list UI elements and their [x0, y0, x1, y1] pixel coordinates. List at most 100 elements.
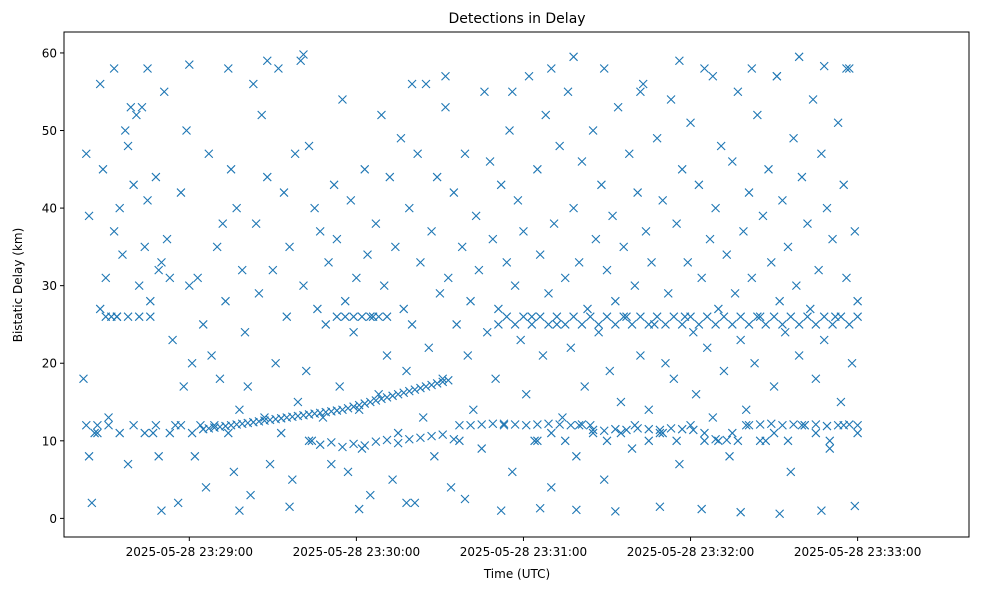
data-point	[686, 118, 695, 128]
data-point	[599, 475, 609, 484]
data-point	[84, 211, 94, 221]
data-point	[811, 420, 821, 429]
data-point	[697, 504, 707, 514]
data-point	[93, 428, 102, 438]
data-point	[98, 164, 108, 174]
data-point	[455, 436, 464, 446]
data-point	[505, 126, 514, 135]
data-point	[154, 265, 164, 275]
y-tick-label: 30	[42, 279, 57, 293]
data-point	[496, 180, 506, 190]
data-point	[313, 304, 322, 314]
data-point	[385, 172, 395, 182]
data-point	[805, 304, 815, 314]
data-point	[808, 95, 818, 104]
data-point	[365, 490, 375, 500]
data-point	[519, 226, 528, 236]
data-point	[190, 451, 200, 461]
data-point	[168, 335, 177, 345]
data-point	[686, 312, 695, 322]
data-point	[457, 242, 467, 252]
data-point	[510, 420, 520, 429]
data-point	[349, 312, 358, 322]
data-point	[672, 219, 682, 228]
data-point	[343, 467, 353, 477]
data-point	[154, 451, 164, 461]
data-point	[535, 503, 545, 513]
data-point	[780, 327, 790, 337]
data-points	[79, 50, 863, 519]
data-point	[655, 425, 665, 435]
data-point	[775, 509, 785, 519]
data-point	[285, 242, 294, 252]
data-point	[257, 110, 267, 120]
data-point	[672, 436, 682, 446]
data-point	[644, 424, 654, 434]
data-point	[713, 436, 723, 446]
data-point	[510, 320, 520, 329]
data-point	[173, 498, 183, 508]
y-axis-label: Bistatic Delay (km)	[11, 228, 25, 343]
data-point	[636, 87, 645, 97]
data-point	[778, 320, 787, 329]
data-point	[468, 405, 478, 415]
data-point	[702, 312, 712, 322]
data-point	[677, 164, 687, 174]
data-point	[388, 391, 397, 401]
data-point	[338, 442, 347, 452]
data-point	[803, 312, 812, 322]
data-point	[711, 320, 720, 329]
data-point	[577, 157, 587, 166]
data-point	[811, 320, 821, 329]
data-point	[338, 405, 347, 415]
data-point	[683, 258, 693, 267]
data-point	[235, 506, 244, 516]
data-point	[619, 242, 629, 252]
data-point	[354, 504, 364, 514]
data-point	[474, 265, 484, 275]
data-point	[747, 64, 757, 73]
data-point	[627, 320, 637, 329]
y-tick-label: 0	[49, 512, 57, 526]
data-point	[79, 374, 88, 384]
data-point	[488, 234, 498, 244]
data-point	[571, 505, 581, 515]
plot-area	[63, 31, 970, 538]
data-point	[519, 312, 528, 322]
data-point	[382, 351, 392, 360]
data-point	[669, 374, 679, 384]
data-point	[485, 157, 495, 166]
data-point	[594, 320, 604, 329]
data-point	[360, 164, 370, 174]
data-point	[527, 320, 537, 329]
data-point	[404, 203, 414, 213]
data-point	[204, 149, 214, 159]
data-point	[817, 149, 826, 159]
data-point	[393, 389, 403, 399]
data-point	[833, 118, 843, 128]
data-point	[616, 428, 626, 438]
data-point	[666, 95, 676, 104]
data-point	[847, 358, 857, 368]
data-point	[828, 320, 837, 329]
data-point	[833, 420, 843, 430]
data-point	[346, 195, 356, 205]
data-point	[393, 438, 403, 448]
data-point	[700, 64, 709, 73]
data-point	[597, 180, 606, 190]
data-point	[332, 312, 342, 322]
data-point	[240, 327, 250, 337]
data-point	[544, 320, 553, 329]
data-point	[207, 351, 216, 360]
data-point	[711, 434, 720, 444]
data-point	[123, 459, 133, 469]
y-tick-label: 20	[42, 357, 57, 371]
data-point	[844, 320, 854, 329]
data-point	[744, 320, 754, 329]
data-point	[844, 420, 854, 429]
data-point	[435, 289, 445, 298]
data-point	[610, 320, 620, 329]
data-point	[588, 425, 598, 435]
data-point	[775, 296, 785, 306]
